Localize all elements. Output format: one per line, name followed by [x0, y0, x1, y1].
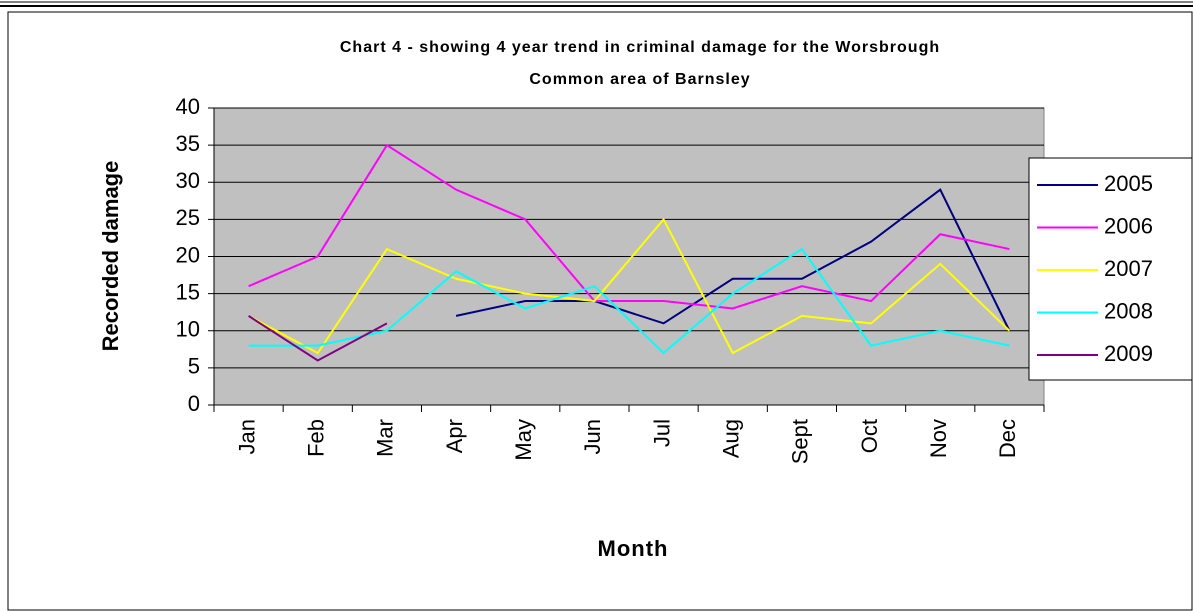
- series-line: [248, 315, 388, 362]
- x-tick-label: Aug: [719, 419, 744, 458]
- legend-label: 2005: [1104, 171, 1153, 196]
- x-tick-label: Apr: [442, 419, 467, 453]
- x-tick-label: Jul: [649, 419, 674, 447]
- series-line: [248, 143, 1010, 310]
- chart-title: Chart 4 - showing 4 year trend in crimin…: [340, 39, 940, 56]
- y-tick-label: 30: [176, 168, 200, 193]
- y-tick-label: 25: [176, 205, 200, 230]
- y-tick-label: 20: [176, 242, 200, 267]
- x-tick-label: Jun: [580, 419, 605, 454]
- legend-label: 2008: [1104, 298, 1153, 323]
- x-tick-label: Mar: [373, 419, 398, 457]
- y-tick-label: 10: [176, 317, 200, 342]
- x-tick-label: Nov: [926, 419, 951, 458]
- x-tick-label: Feb: [304, 419, 329, 457]
- series-line: [248, 247, 1010, 355]
- x-tick-label: Oct: [857, 419, 882, 453]
- x-axis-title: Month: [598, 536, 669, 561]
- x-tick-label: May: [511, 419, 536, 461]
- x-tick-label: Jan: [234, 419, 259, 454]
- chart-title: Common area of Barnsley: [529, 71, 750, 88]
- legend-label: 2007: [1104, 256, 1153, 281]
- y-tick-label: 15: [176, 279, 200, 304]
- y-axis-title: Recorded damage: [98, 161, 123, 352]
- series-line: [248, 217, 1011, 355]
- x-tick-label: Sept: [788, 419, 813, 464]
- y-tick-label: 0: [188, 391, 200, 416]
- y-tick-label: 35: [176, 131, 200, 156]
- x-tick-label: Dec: [995, 419, 1020, 458]
- y-tick-label: 40: [176, 94, 200, 119]
- y-tick-label: 5: [188, 354, 200, 379]
- legend-label: 2009: [1104, 341, 1153, 366]
- legend-label: 2006: [1104, 213, 1153, 238]
